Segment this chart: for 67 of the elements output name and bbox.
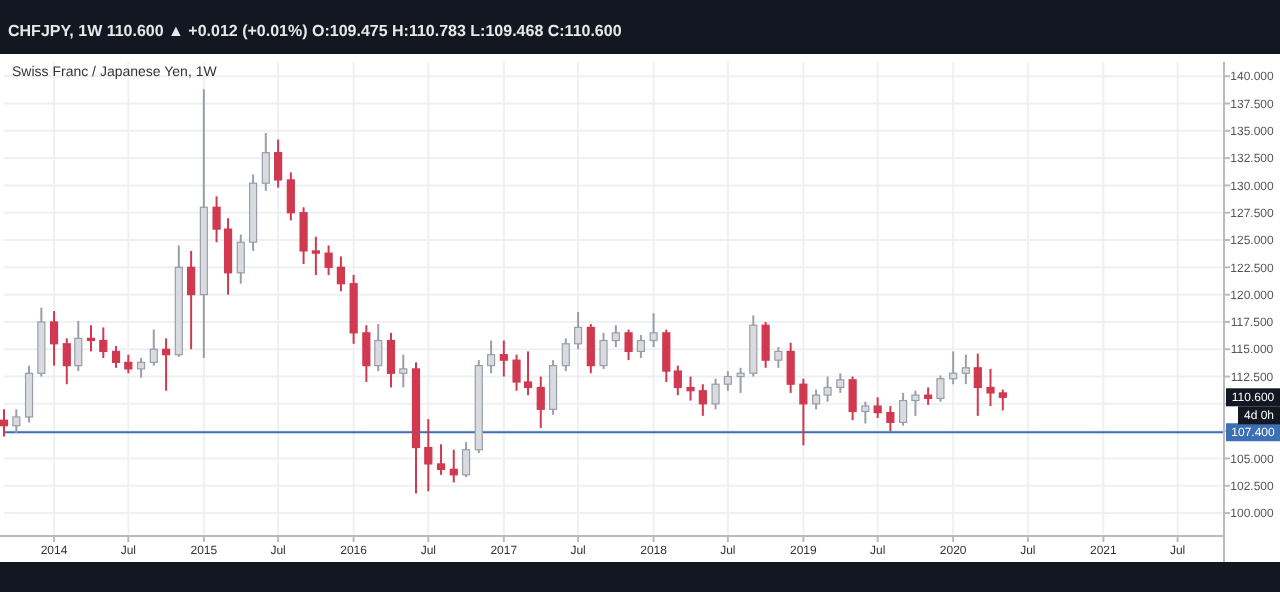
candlestick (986, 367, 995, 408)
candlestick (936, 374, 945, 403)
candlestick (861, 400, 870, 425)
candlestick (74, 319, 83, 373)
candlestick (49, 310, 59, 367)
candlestick (374, 323, 383, 373)
candlestick (899, 391, 908, 427)
candlestick (799, 377, 808, 447)
candlestick (611, 324, 620, 349)
candlestick (149, 328, 158, 367)
candlestick (662, 328, 671, 383)
candlestick (998, 388, 1007, 412)
candlestick (286, 171, 295, 222)
candlestick (536, 375, 545, 429)
candlestick (836, 372, 845, 394)
candlestick (698, 383, 707, 417)
candlestick (911, 389, 920, 417)
candlestick (723, 370, 732, 392)
candlestick (673, 364, 682, 397)
candlestick (362, 324, 371, 383)
candlestick (574, 311, 583, 351)
candlestick (711, 377, 720, 411)
candlestick (0, 408, 9, 438)
candlestick (736, 366, 745, 394)
candlestick (24, 364, 34, 424)
candlestick (561, 337, 570, 373)
candlestick (12, 408, 21, 435)
candlestick (624, 328, 633, 362)
candlestick (62, 337, 71, 386)
candlestick (274, 138, 283, 189)
candlestick (949, 350, 958, 386)
candlestick (499, 339, 508, 378)
candlestick (686, 375, 695, 402)
candlestick (649, 312, 658, 349)
candlestick (399, 353, 408, 389)
candlestick (487, 339, 496, 375)
candlestick (386, 331, 396, 389)
candlestick (86, 324, 96, 353)
candlestick (436, 443, 446, 476)
candlestick (961, 353, 970, 386)
candlestick (774, 346, 783, 369)
candlestick (761, 320, 770, 369)
candlestick (873, 396, 882, 420)
candlestick (336, 255, 345, 293)
candlestick (636, 334, 645, 359)
candlestick (548, 359, 558, 416)
candlestick (599, 331, 608, 370)
candlestick (261, 131, 270, 192)
candlestick (299, 206, 308, 266)
candlestick (161, 337, 171, 392)
candlestick (786, 341, 795, 394)
candlestick (973, 352, 982, 417)
candlestick (449, 448, 458, 484)
text: CHFJPY, 1W 110.600 ▲ +0.012 (+0.01%) O:109.475 H:110.783 L:109.468 C:110.600 (8, 22, 623, 40)
candlestick (424, 418, 433, 493)
candlestick (311, 235, 320, 276)
candlestick (848, 375, 857, 422)
candlestick (111, 344, 121, 369)
candlestick (99, 326, 108, 359)
candlestick (886, 405, 895, 433)
candlestick (187, 249, 196, 351)
candlestick (136, 356, 146, 379)
candlestick (124, 353, 133, 375)
candlestick (461, 441, 471, 479)
candlestick (236, 233, 245, 285)
candlestick (586, 323, 595, 375)
candlestick (324, 244, 333, 276)
